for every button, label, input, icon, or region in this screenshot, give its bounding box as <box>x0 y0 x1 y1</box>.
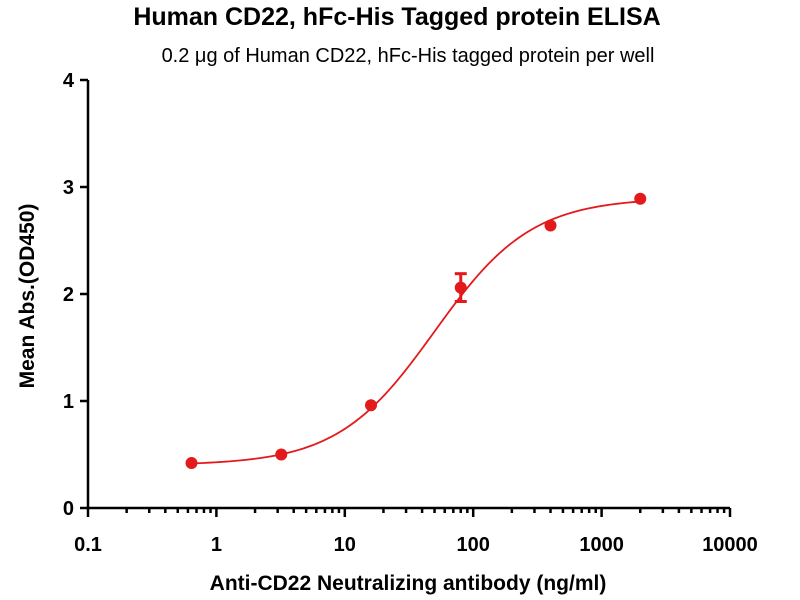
y-tick-label: 4 <box>63 70 75 92</box>
x-tick-label: 1000 <box>579 534 624 556</box>
fit-curve <box>191 200 641 465</box>
x-ticks: 0.1 1 10 100 1000 10000 <box>74 508 758 556</box>
data-point <box>365 399 378 412</box>
y-ticks: 0 1 2 3 4 <box>63 70 88 520</box>
chart-subtitle: 0.2 μg of Human CD22, hFc-His tagged pro… <box>162 45 655 67</box>
data-points <box>185 192 647 470</box>
x-tick-label: 10 <box>334 534 356 556</box>
data-point <box>634 192 647 205</box>
x-tick-label: 100 <box>457 534 490 556</box>
chart-title: Human CD22, hFc-His Tagged protein ELISA <box>133 3 660 31</box>
data-point <box>544 219 557 232</box>
y-tick-label: 0 <box>63 498 74 520</box>
x-tick-label: 0.1 <box>74 534 102 556</box>
axes <box>86 80 730 510</box>
x-tick-label: 10000 <box>702 534 758 556</box>
y-axis-label: Mean Abs.(OD450) <box>16 204 39 389</box>
y-tick-label: 2 <box>63 284 74 306</box>
data-point <box>275 448 288 461</box>
y-tick-label: 3 <box>63 177 74 199</box>
data-point <box>454 281 467 294</box>
x-axis-label: Anti-CD22 Neutralizing antibody (ng/ml) <box>210 572 607 595</box>
data-point <box>185 457 198 470</box>
y-tick-label: 1 <box>63 391 74 413</box>
x-tick-label: 1 <box>211 534 222 556</box>
